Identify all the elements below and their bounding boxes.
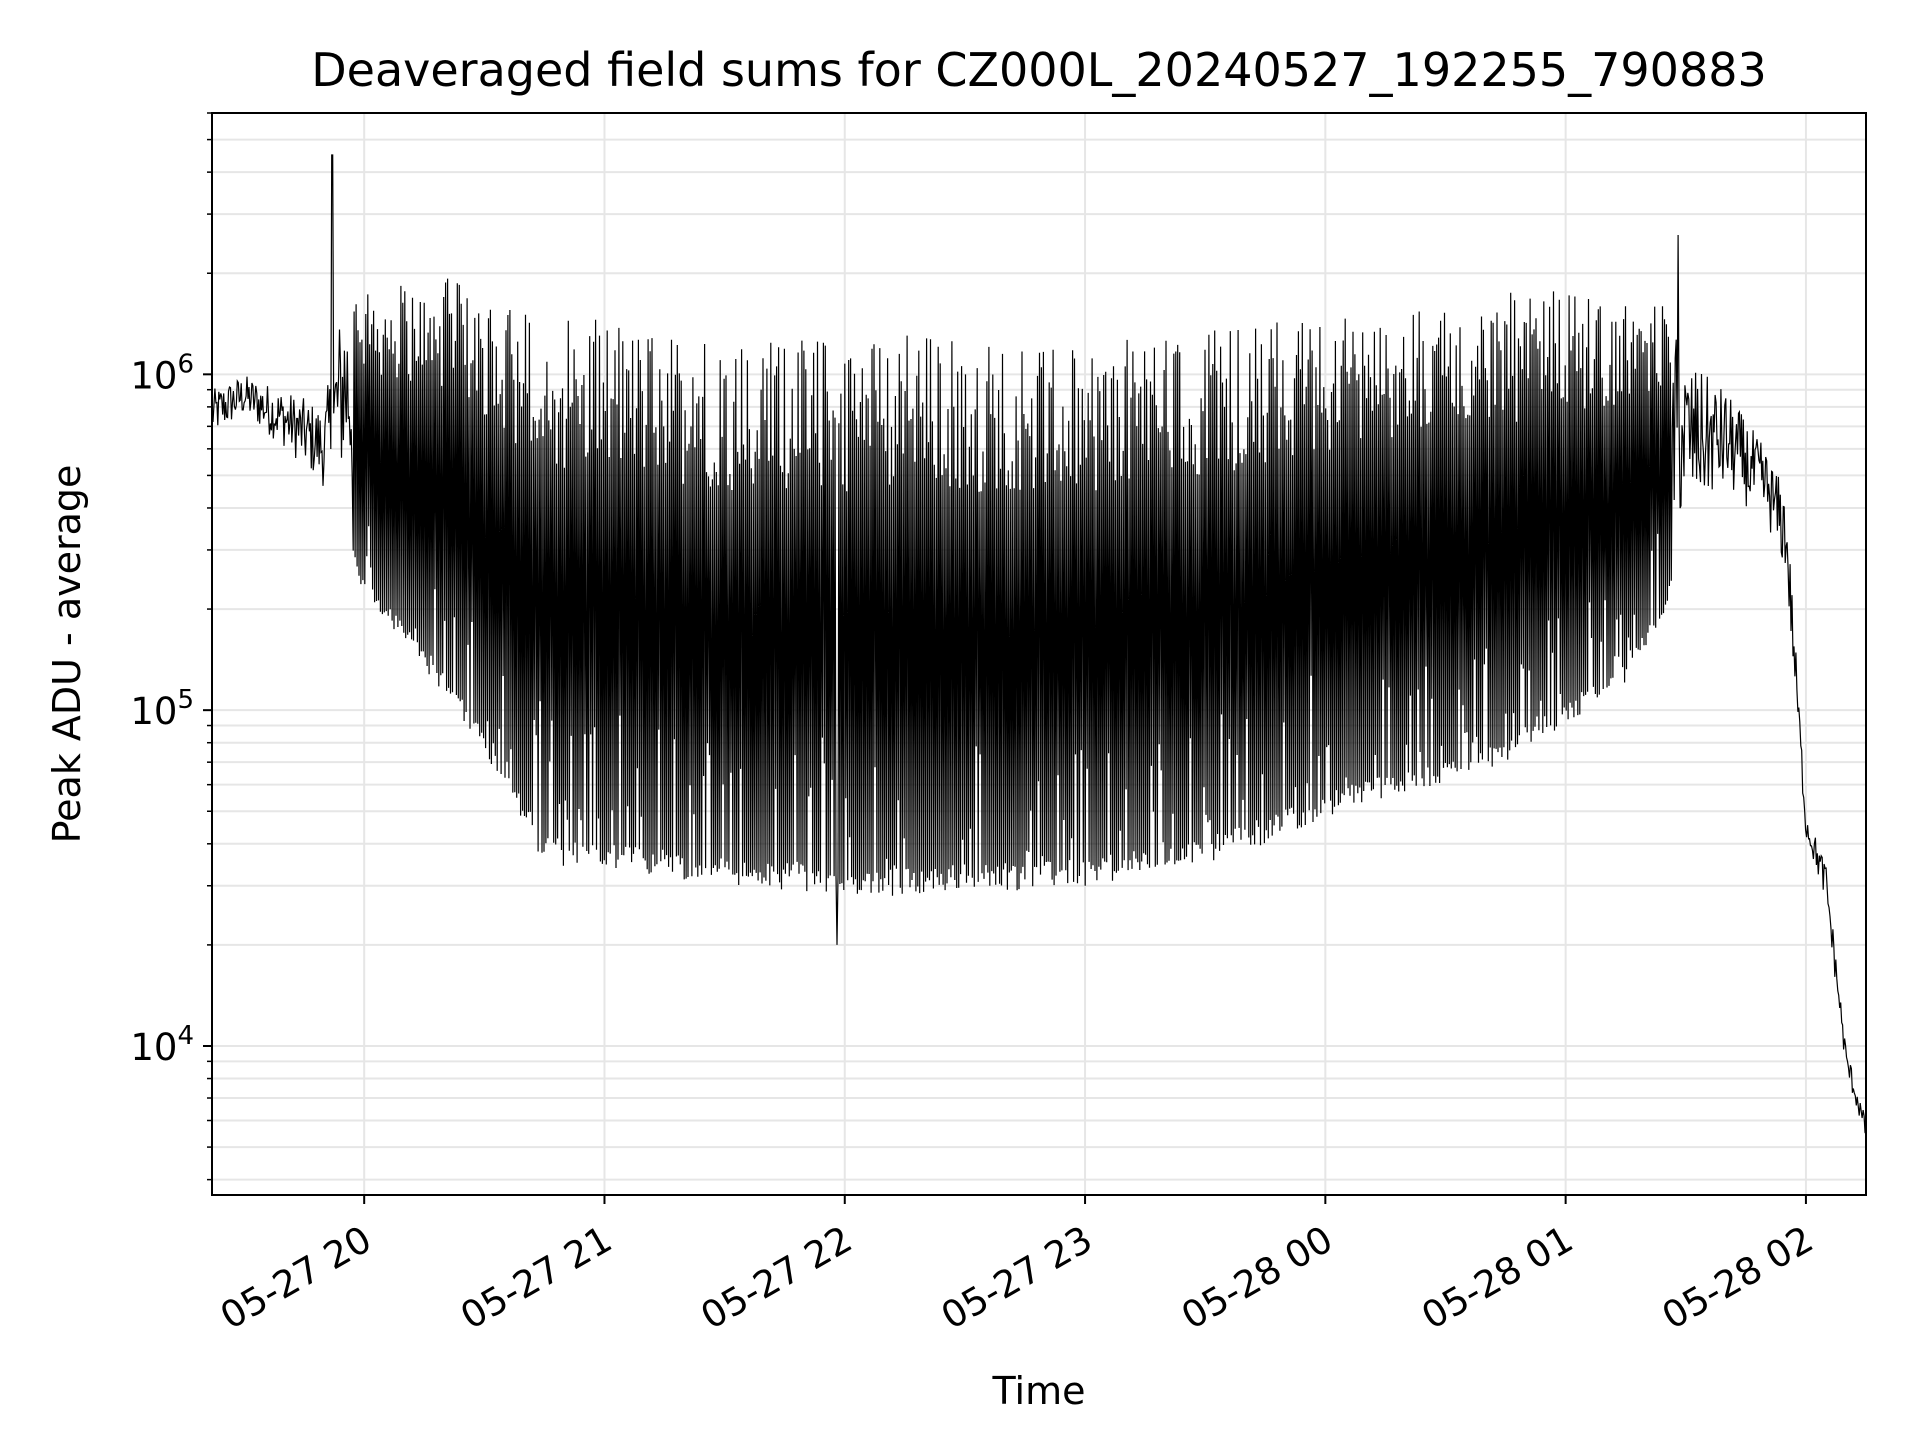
chart-title: Deaveraged field sums for CZ000L_2024052… [311,43,1767,97]
y-tick-label: 105 [130,685,194,733]
plot-frame [211,112,1867,1196]
series-line [212,154,1866,1135]
data-area [212,154,1866,1135]
y-tick-label: 104 [130,1021,194,1069]
x-axis-label: Time [992,1369,1086,1413]
y-tick-label: 106 [130,349,194,397]
y-axis-label: Peak ADU - average [45,465,89,844]
